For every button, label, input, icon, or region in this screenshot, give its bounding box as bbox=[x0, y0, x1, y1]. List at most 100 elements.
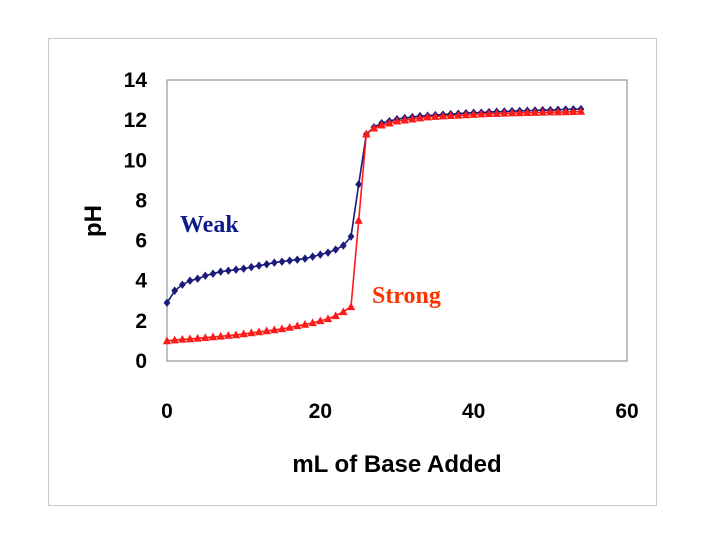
weak-annotation: Weak bbox=[180, 212, 239, 238]
x-tick-labels: 0 20 40 60 bbox=[161, 400, 639, 423]
y-axis-title: pH bbox=[80, 205, 107, 237]
strong-point bbox=[576, 107, 586, 115]
strong-point bbox=[247, 328, 256, 337]
strong-point bbox=[185, 334, 195, 343]
weak-point bbox=[255, 261, 263, 270]
strong-point bbox=[331, 311, 340, 320]
x-tick-label: 40 bbox=[462, 400, 485, 423]
strong-point bbox=[231, 330, 241, 339]
plot-area bbox=[166, 79, 628, 362]
strong-annotation: Strong bbox=[372, 283, 441, 309]
weak-point bbox=[270, 258, 278, 267]
weak-point bbox=[263, 260, 271, 269]
strong-point bbox=[546, 107, 555, 116]
strong-point bbox=[530, 108, 540, 116]
x-tick-label: 60 bbox=[615, 400, 638, 423]
strong-point bbox=[515, 108, 524, 117]
weak-point bbox=[301, 254, 309, 263]
x-tick-label: 20 bbox=[309, 400, 332, 423]
weak-point bbox=[278, 257, 286, 266]
y-tick-labels: 0 2 4 6 8 10 12 14 bbox=[124, 69, 148, 373]
strong-point bbox=[308, 318, 317, 327]
strong-point bbox=[461, 110, 471, 119]
strong-point bbox=[162, 336, 172, 345]
strong-point bbox=[477, 109, 486, 118]
strong-point bbox=[377, 120, 386, 129]
weak-point bbox=[217, 267, 225, 276]
strong-point bbox=[193, 333, 202, 342]
strong-point bbox=[216, 331, 225, 340]
strong-point bbox=[316, 316, 325, 325]
weak-point bbox=[324, 248, 332, 257]
weak-point bbox=[316, 250, 324, 259]
weak-point bbox=[171, 286, 179, 295]
weak-point bbox=[209, 269, 217, 278]
strong-point bbox=[569, 107, 578, 116]
strong-point bbox=[277, 324, 287, 333]
strong-point bbox=[170, 335, 179, 344]
strong-point bbox=[239, 329, 248, 338]
weak-point bbox=[286, 256, 294, 265]
strong-point bbox=[415, 113, 425, 122]
strong-point bbox=[346, 302, 356, 311]
weak-point bbox=[224, 266, 232, 275]
strong-point bbox=[500, 108, 509, 117]
strong-point bbox=[446, 111, 455, 120]
strong-point bbox=[385, 118, 394, 127]
weak-point bbox=[232, 265, 240, 274]
weak-point bbox=[309, 252, 317, 261]
strong-point bbox=[392, 116, 402, 125]
strong-point bbox=[178, 334, 187, 343]
strong-point bbox=[262, 326, 271, 335]
y-tick-label: 4 bbox=[135, 270, 147, 293]
strong-point bbox=[300, 319, 310, 328]
strong-point bbox=[354, 216, 363, 224]
strong-point bbox=[224, 331, 233, 339]
strong-point bbox=[423, 112, 432, 121]
strong-point bbox=[431, 112, 440, 120]
strong-point bbox=[454, 110, 463, 119]
weak-point bbox=[293, 255, 301, 264]
series-layer bbox=[162, 104, 586, 345]
strong-point bbox=[270, 325, 279, 334]
y-tick-label: 12 bbox=[124, 109, 147, 132]
strong-point bbox=[201, 333, 210, 342]
weak-point bbox=[355, 180, 363, 189]
strong-point bbox=[208, 332, 218, 341]
y-tick-label: 10 bbox=[124, 149, 147, 172]
weak-point bbox=[186, 276, 194, 285]
y-tick-label: 2 bbox=[135, 310, 147, 333]
strong-point bbox=[561, 107, 570, 116]
x-axis-title: mL of Base Added bbox=[292, 451, 501, 478]
x-tick-label: 0 bbox=[161, 400, 173, 423]
strong-point bbox=[469, 110, 478, 118]
series-strong bbox=[162, 107, 586, 345]
strong-point bbox=[369, 123, 379, 132]
y-tick-label: 0 bbox=[135, 350, 147, 373]
strong-point bbox=[492, 109, 501, 117]
weak-point bbox=[347, 232, 355, 241]
strong-point bbox=[254, 327, 264, 336]
weak-point bbox=[194, 274, 202, 283]
strong-point bbox=[523, 108, 532, 117]
strong-point bbox=[484, 109, 494, 118]
weak-point bbox=[240, 264, 248, 273]
strong-point bbox=[538, 107, 547, 116]
strong-point bbox=[285, 322, 294, 331]
weak-point bbox=[201, 271, 209, 280]
strong-point bbox=[400, 115, 409, 124]
strong-point bbox=[408, 114, 417, 123]
y-tick-label: 14 bbox=[124, 69, 148, 92]
strong-point bbox=[339, 307, 348, 316]
strong-point bbox=[553, 107, 563, 116]
strong-point bbox=[362, 129, 371, 138]
weak-point bbox=[339, 241, 347, 250]
weak-point bbox=[332, 245, 340, 254]
weak-point bbox=[247, 262, 255, 272]
weak-point bbox=[178, 280, 186, 289]
weak-point bbox=[163, 298, 171, 307]
y-tick-label: 6 bbox=[135, 230, 147, 253]
strong-point bbox=[438, 111, 448, 120]
y-tick-label: 8 bbox=[135, 189, 147, 212]
